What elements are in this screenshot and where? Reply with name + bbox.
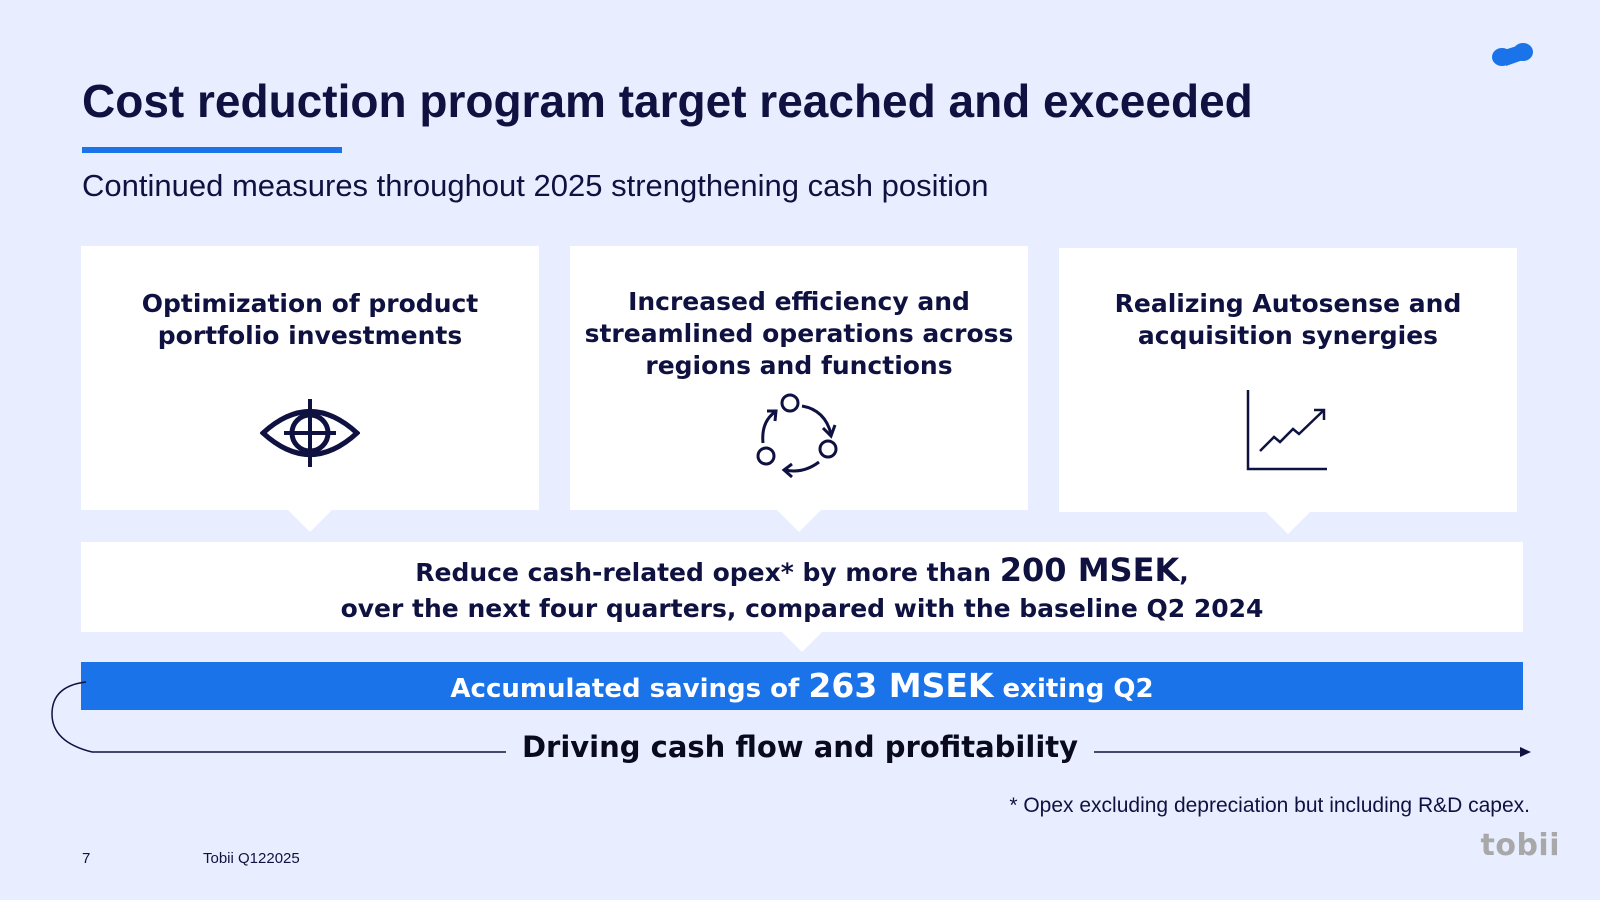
savings-value: 263 MSEK: [808, 666, 994, 705]
flow-label: Driving cash flow and profitability: [0, 730, 1600, 764]
target-banner: Reduce cash-related opex* by more than 2…: [81, 542, 1523, 652]
card-efficiency: Increased efficiency and streamlined ope…: [570, 246, 1028, 532]
page-title: Cost reduction program target reached an…: [82, 75, 1253, 127]
card-pointer: [1266, 512, 1310, 534]
banner-pointer: [782, 632, 822, 652]
savings-suffix: exiting Q2: [993, 674, 1154, 704]
brand-logo: tobii: [1480, 828, 1560, 863]
card-pointer: [777, 510, 821, 532]
title-underline: [82, 147, 342, 153]
target-line-1-prefix: Reduce cash-related opex* by more than: [415, 558, 1000, 587]
footnote: * Opex excluding depreciation but includ…: [1009, 794, 1530, 817]
card-title: Optimization of product portfolio invest…: [141, 289, 479, 350]
tobii-logo-mark-icon: [1492, 43, 1533, 66]
target-line-1-suffix: ,: [1179, 558, 1189, 587]
card-title: Increased efficiency and streamlined ope…: [584, 287, 1014, 380]
card-synergies: Realizing Autosense and acquisition syne…: [1059, 248, 1517, 534]
target-line-1: Reduce cash-related opex* by more than 2…: [81, 550, 1523, 593]
card-product-portfolio: Optimization of product portfolio invest…: [81, 246, 539, 532]
target-line-2: over the next four quarters, compared wi…: [340, 594, 1264, 623]
page-subtitle: Continued measures throughout 2025 stren…: [82, 168, 989, 203]
card-pointer: [288, 510, 332, 532]
footer-document-name: Tobii Q122025: [203, 850, 300, 867]
cycle-arrows-icon: [756, 393, 838, 479]
card-title: Realizing Autosense and acquisition syne…: [1114, 289, 1462, 350]
target-value: 200 MSEK: [999, 551, 1180, 589]
savings-bar: Accumulated savings of 263 MSEK exiting …: [81, 662, 1523, 710]
growth-chart-icon: [1246, 390, 1327, 471]
eye-target-icon: [260, 399, 360, 467]
page-number: 7: [82, 850, 91, 867]
savings-prefix: Accumulated savings of: [450, 674, 809, 704]
flow-label-text: Driving cash flow and profitability: [505, 730, 1095, 764]
